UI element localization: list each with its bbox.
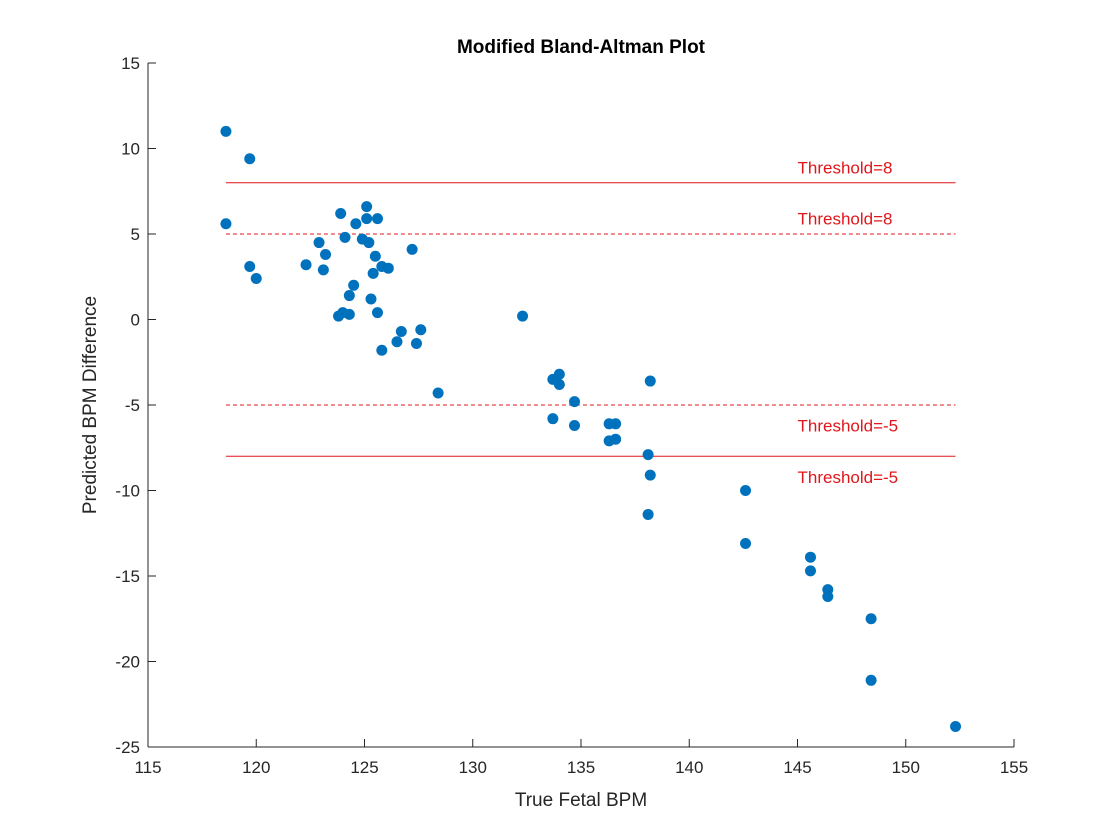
data-point: [350, 218, 362, 230]
data-point: [244, 153, 256, 165]
x-tick-label: 125: [350, 758, 378, 777]
x-axis-title: True Fetal BPM: [515, 790, 647, 811]
data-point: [382, 262, 394, 274]
data-point: [610, 433, 622, 445]
data-point: [376, 344, 388, 356]
data-point: [339, 231, 351, 243]
y-tick-label: 10: [121, 140, 140, 159]
threshold-lines: Threshold=8 Threshold=8 Threshold=-5 Thresh…: [225, 158, 956, 487]
data-point: [804, 551, 816, 563]
x-tick-label: 145: [783, 758, 811, 777]
y-tick-label: 0: [131, 311, 140, 330]
data-point: [865, 674, 877, 686]
data-point: [517, 310, 529, 322]
x-tick-label: 130: [459, 758, 487, 777]
data-point: [740, 485, 752, 496]
data-point: [343, 308, 355, 320]
data-point: [244, 260, 256, 272]
data-point: [415, 324, 427, 336]
data-point: [363, 237, 375, 249]
data-point: [300, 259, 312, 271]
data-point: [553, 368, 565, 380]
chart-title: Modified Bland-Altman Plot: [457, 37, 706, 58]
y-tick-label: -25: [115, 738, 140, 757]
data-point: [642, 508, 654, 520]
threshold-label-3: Threshold=-5: [798, 468, 899, 487]
data-point: [320, 249, 332, 261]
data-point: [569, 420, 581, 432]
data-point: [644, 375, 656, 387]
threshold-label-0: Threshold=8: [798, 158, 893, 177]
data-point: [391, 336, 403, 348]
threshold-label-2: Threshold=-5: [798, 417, 899, 436]
threshold-label-1: Threshold=8: [798, 210, 893, 229]
data-point: [406, 243, 418, 255]
data-point: [317, 264, 329, 276]
data-point: [343, 290, 355, 302]
data-point: [220, 125, 232, 137]
data-point: [804, 565, 816, 577]
x-tick-label: 115: [134, 758, 161, 777]
data-point: [365, 293, 377, 305]
data-point: [361, 213, 373, 225]
data-point: [313, 237, 325, 249]
data-point: [220, 218, 232, 230]
data-point: [432, 387, 444, 399]
data-point: [950, 720, 962, 732]
data-points: [220, 125, 962, 732]
data-point: [348, 279, 360, 291]
data-point: [740, 538, 752, 550]
data-point: [371, 213, 383, 225]
y-axis-title: Predicted BPM Difference: [80, 296, 101, 514]
data-point: [395, 325, 407, 337]
data-point: [335, 207, 347, 219]
data-point: [553, 378, 565, 390]
data-point: [642, 449, 654, 461]
data-point: [367, 267, 379, 279]
data-point: [369, 250, 381, 262]
data-point: [865, 613, 877, 625]
x-tick-label: 120: [242, 758, 270, 777]
data-point: [547, 413, 559, 425]
y-tick-label: -15: [115, 567, 140, 586]
y-tick-label: -20: [115, 653, 140, 672]
y-tick-label: -10: [115, 482, 140, 501]
x-tick-label: 140: [675, 758, 703, 777]
x-tick-label: 135: [567, 758, 595, 777]
data-point: [610, 418, 622, 430]
data-point: [361, 201, 373, 213]
chart-labels: Modified Bland-Altman Plot True Fetal BP…: [80, 37, 706, 811]
data-point: [250, 272, 262, 284]
data-point: [644, 469, 656, 481]
x-tick-label: 155: [1000, 758, 1028, 777]
y-tick-label: 15: [121, 54, 140, 73]
data-point: [410, 337, 422, 349]
data-point: [569, 396, 581, 408]
x-tick-label: 150: [892, 758, 920, 777]
data-point: [371, 307, 383, 319]
axes: 115 120 125 130 135 140 145 150 155-25-20-15-10-…: [115, 54, 1028, 777]
data-point: [822, 591, 834, 603]
y-tick-label: 5: [131, 225, 140, 244]
y-tick-label: -5: [125, 396, 140, 415]
